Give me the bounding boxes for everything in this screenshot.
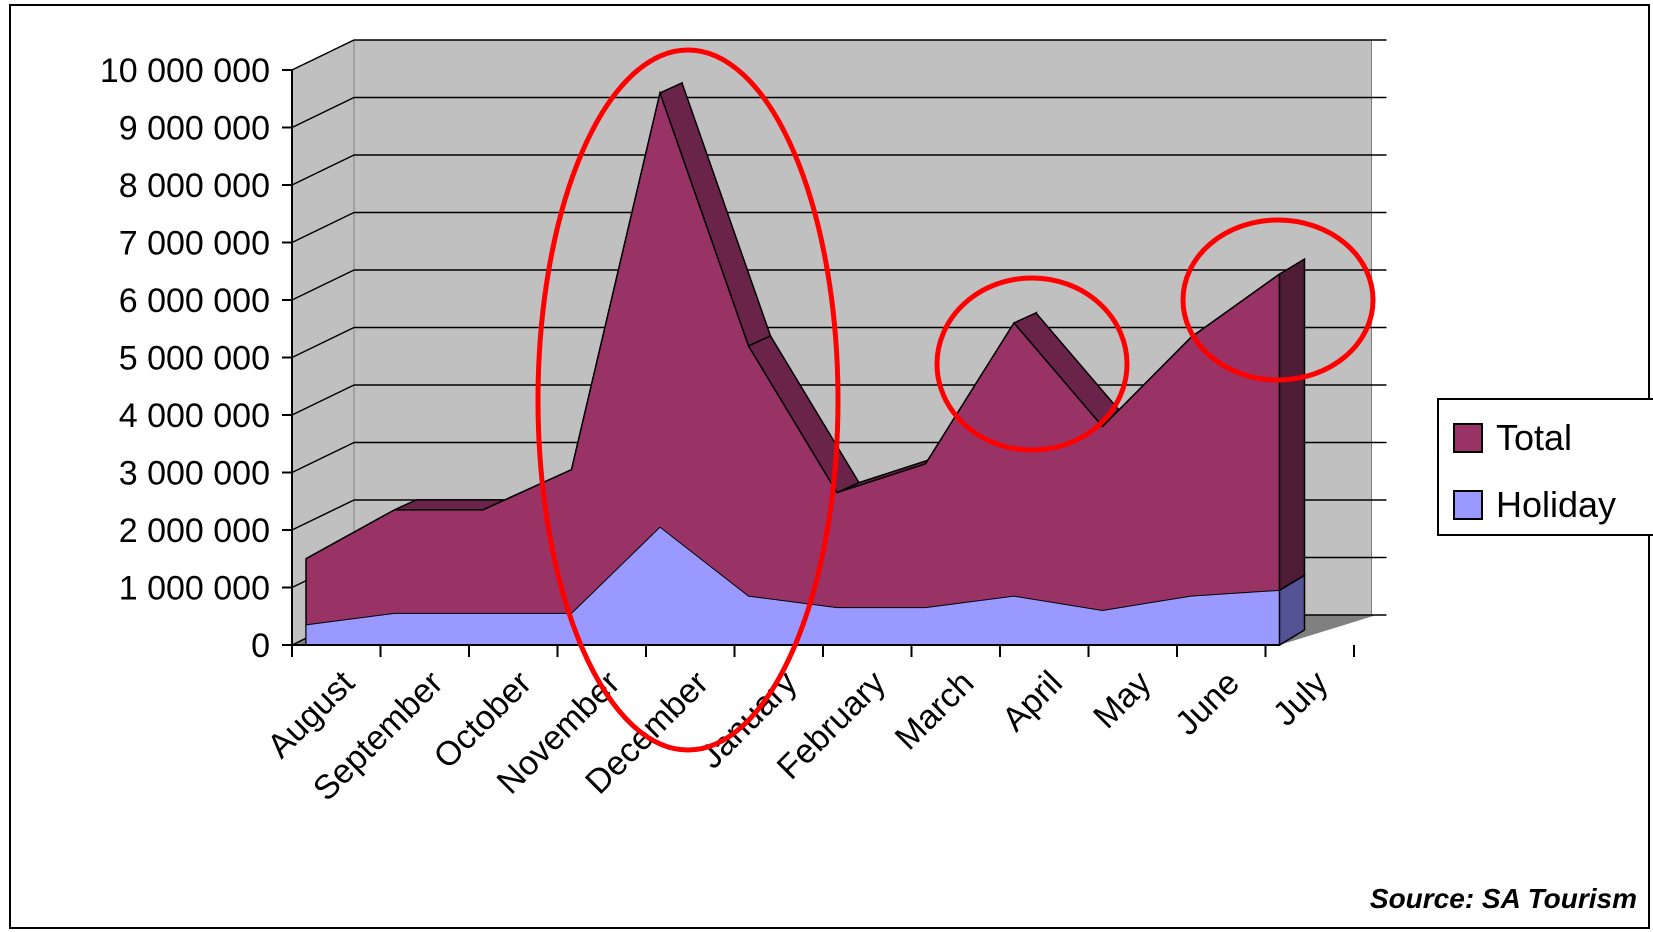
highlight-ellipse-apr-may [934, 275, 1130, 453]
x-axis-tick-labels: AugustSeptemberOctoberNovemberDecemberJa… [260, 663, 1335, 808]
y-tick-label: 1 000 000 [119, 570, 270, 608]
legend-swatch-total [1453, 423, 1483, 453]
gridline-side [291, 39, 355, 71]
y-tick-label: 4 000 000 [119, 397, 270, 435]
highlight-annotations [535, 47, 1376, 753]
legend: Total Holiday [1437, 398, 1653, 536]
x-tick-label: July [1266, 664, 1336, 734]
y-axis-tick-labels: 0 1 000 000 2 000 000 3 000 000 4 000 000 5 0… [100, 52, 270, 665]
gridline-side [291, 269, 355, 301]
y-tick-label: 8 000 000 [119, 167, 270, 205]
highlight-ellipse-july [1180, 217, 1376, 383]
total-end-face [1278, 257, 1306, 592]
legend-label-holiday: Holiday [1496, 484, 1616, 525]
y-tick-label: 5 000 000 [119, 340, 270, 378]
gridline-side [291, 499, 355, 531]
y-tick-label: 10 000 000 [100, 52, 270, 90]
y-tick-label: 9 000 000 [119, 110, 270, 148]
x-tick-label: May [1086, 664, 1158, 736]
legend-label-total: Total [1496, 417, 1572, 458]
series-total-area [305, 90, 1281, 646]
gridline-side [291, 154, 355, 186]
holiday-end-face [1278, 574, 1306, 647]
y-tick-label: 2 000 000 [119, 512, 270, 550]
y-tick-label: 3 000 000 [119, 455, 270, 493]
axes [282, 69, 1355, 657]
series-holiday-area [305, 526, 1280, 646]
data-areas [305, 81, 1306, 647]
legend-swatch-holiday [1453, 490, 1483, 520]
x-tick-label: March [888, 664, 982, 758]
gridline-side [291, 211, 355, 244]
gridline-side [291, 96, 355, 129]
x-tick-label: June [1168, 664, 1247, 743]
y-tick-label: 7 000 000 [119, 225, 270, 263]
x-tick-label: April [995, 664, 1070, 739]
highlight-ellipse-dec-feb [535, 47, 841, 753]
source-note: Source: SA Tourism [1370, 883, 1637, 914]
gridline-side [291, 326, 355, 359]
gridline-side [291, 384, 355, 416]
y-tick-label: 6 000 000 [119, 282, 270, 320]
gridline-side [291, 441, 355, 474]
y-tick-label: 0 [251, 627, 270, 665]
